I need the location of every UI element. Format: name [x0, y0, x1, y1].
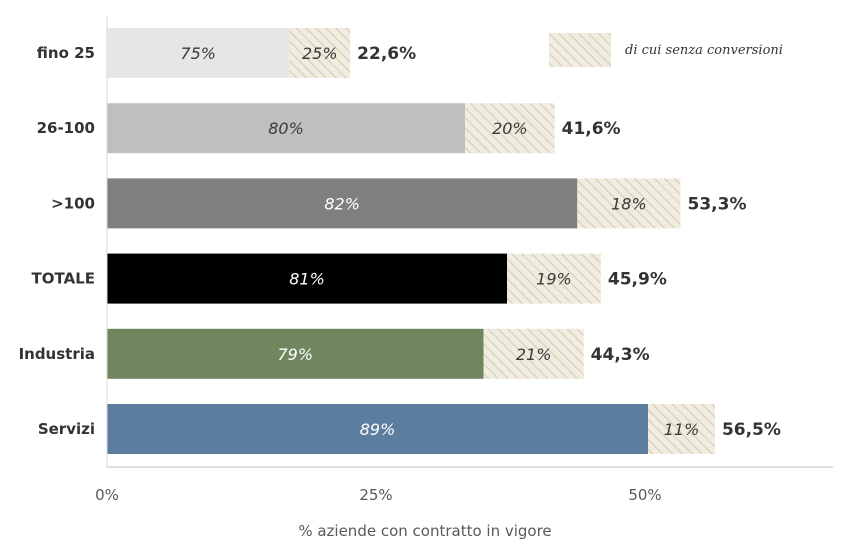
category-label-row-2: >100 — [51, 194, 95, 212]
category-label-row-0: fino 25 — [37, 44, 95, 62]
x-tick-label-0: 0% — [95, 486, 119, 504]
bar-main-row-1 — [107, 103, 466, 154]
axes: 0% 25% 50% % aziende con contratto in vigor… — [95, 16, 833, 540]
share-label-hatched-row-2: 18% — [611, 194, 647, 213]
x-tick-label-1: 25% — [359, 486, 392, 504]
bar-hatched-row-4 — [483, 328, 584, 379]
share-label-main-row-0: 75% — [180, 44, 216, 63]
category-label-row-3: TOTALE — [32, 270, 95, 288]
bar-hatched-row-1 — [465, 103, 555, 154]
share-label-hatched-row-0: 25% — [302, 44, 338, 63]
share-label-hatched-row-1: 20% — [492, 119, 528, 138]
bar-main-row-0 — [107, 28, 290, 78]
bar-main-row-3 — [107, 253, 508, 304]
bar-hatched-row-5 — [648, 404, 715, 454]
category-label-row-1: 26-100 — [37, 119, 95, 137]
bar-main-row-4 — [107, 328, 484, 379]
total-label-row-2: 53,3% — [688, 194, 747, 214]
total-label-row-3: 45,9% — [608, 270, 667, 290]
share-label-hatched-row-4: 21% — [516, 345, 552, 364]
total-label-row-1: 41,6% — [562, 119, 621, 139]
bar-main-row-5 — [107, 404, 649, 454]
legend-swatch — [549, 33, 611, 67]
category-label-row-4: Industria — [19, 345, 95, 363]
share-label-main-row-4: 79% — [278, 345, 314, 364]
category-label-row-5: Servizi — [38, 420, 95, 438]
legend: di cui senza conversioni — [549, 33, 783, 67]
share-label-hatched-row-5: 11% — [664, 420, 700, 439]
share-label-main-row-2: 82% — [324, 194, 360, 213]
bar-hatched-row-2 — [577, 178, 681, 229]
x-axis-title: % aziende con contratto in vigore — [298, 522, 551, 540]
legend-label: di cui senza conversioni — [625, 43, 783, 58]
bars: fino 25 75% 25% 22,6% 26-100 80% 20% 41,6% >100 8… — [19, 28, 781, 454]
total-label-row-0: 22,6% — [357, 44, 416, 64]
share-label-main-row-1: 80% — [268, 119, 304, 138]
total-label-row-4: 44,3% — [591, 345, 650, 365]
share-label-main-row-3: 81% — [289, 270, 325, 289]
bar-hatched-row-3 — [507, 253, 601, 304]
x-tick-label-2: 50% — [628, 486, 661, 504]
bar-main-row-2 — [107, 178, 578, 229]
total-label-row-5: 56,5% — [722, 420, 781, 440]
share-label-hatched-row-3: 19% — [536, 270, 572, 289]
share-label-main-row-5: 89% — [360, 420, 396, 439]
bar-hatched-row-0 — [289, 28, 351, 78]
